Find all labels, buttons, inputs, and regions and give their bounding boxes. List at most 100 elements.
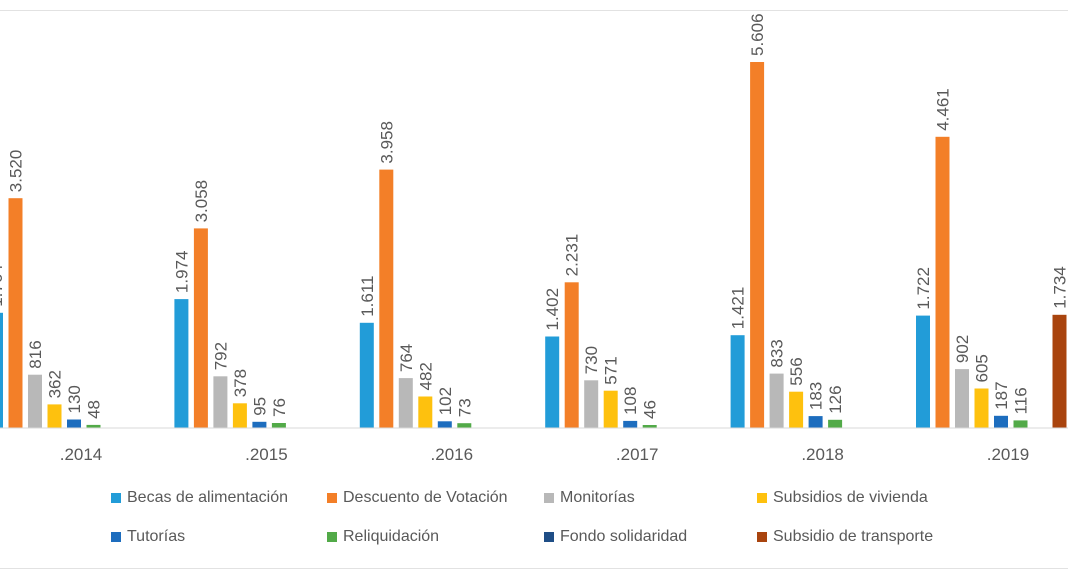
legend: Becas de alimentación Descuento de Votaci… — [0, 484, 1068, 564]
data-label: 187 — [992, 381, 1011, 409]
bar-2017-s4 — [623, 420, 638, 428]
data-label: 1.734 — [1051, 266, 1068, 309]
bar-2018-s2 — [769, 373, 784, 428]
x-tick-labels-layer: .2014 .2015 .2016 .2017 .2018 .2019 — [60, 445, 1030, 464]
bar-2015-s3 — [232, 403, 247, 428]
data-label: 102 — [436, 387, 455, 415]
data-label: 605 — [973, 354, 992, 382]
top-border — [0, 10, 1068, 11]
bar-2016-s0 — [359, 322, 374, 428]
legend-swatch — [111, 493, 121, 503]
data-label: 3.958 — [377, 121, 396, 164]
legend-label: Becas de alimentación — [127, 489, 288, 506]
data-label: 556 — [787, 357, 806, 385]
legend-swatch — [111, 532, 121, 542]
bar-2018-s3 — [789, 391, 804, 428]
bar-2016-s1 — [379, 169, 394, 428]
bar-2018-s0 — [730, 335, 745, 428]
data-label: 108 — [621, 387, 640, 415]
legend-item: Descuento de Votación — [327, 489, 508, 507]
bar-2016-s3 — [418, 396, 433, 428]
data-label: 183 — [807, 382, 826, 410]
data-label: 1.722 — [914, 267, 933, 310]
legend-label: Descuento de Votación — [343, 489, 508, 506]
bar-2014-s2 — [28, 374, 42, 428]
bar-2019-s1 — [935, 136, 950, 429]
bar-2019-s7 — [1052, 314, 1067, 428]
data-label: 764 — [397, 344, 416, 372]
bar-2014-s1 — [8, 198, 23, 428]
legend-swatch — [544, 532, 554, 542]
bar-2017-s5 — [642, 425, 657, 428]
data-label: 126 — [826, 385, 845, 413]
bar-2019-s3 — [974, 388, 989, 428]
bar-2017-s1 — [564, 282, 579, 428]
bar-2018-s5 — [828, 419, 843, 428]
data-label: 48 — [85, 400, 104, 419]
x-tick-label: .2015 — [245, 445, 288, 464]
legend-item: Subsidio de transporte — [757, 528, 933, 546]
data-label: 3.520 — [7, 150, 26, 193]
legend-label: Subsidios de vivienda — [773, 489, 928, 506]
bar-2019-s2 — [955, 369, 969, 428]
data-label: 362 — [46, 370, 65, 398]
x-tick-label: .2017 — [616, 445, 659, 464]
data-label: 116 — [1012, 387, 1031, 414]
data-label: 130 — [65, 385, 84, 413]
data-label: 482 — [416, 362, 435, 390]
bar-2015-s0 — [174, 299, 189, 428]
data-label: 833 — [768, 339, 787, 367]
legend-swatch — [327, 532, 337, 542]
data-label: 73 — [455, 398, 474, 417]
data-label: 2.231 — [563, 234, 582, 277]
data-label: 76 — [270, 398, 289, 417]
data-label: 730 — [582, 346, 601, 374]
bar-2019-s5 — [1013, 420, 1028, 428]
bar-2015-s1 — [193, 228, 208, 428]
bar-2018-s4 — [808, 416, 823, 428]
bar-2014-s4 — [67, 419, 81, 428]
bar-2017-s0 — [545, 336, 560, 428]
legend-swatch — [544, 493, 554, 503]
data-label: 1.611 — [358, 276, 377, 317]
data-label: 1.764 — [0, 264, 6, 307]
legend-swatch — [757, 493, 767, 503]
legend-item: Tutorías — [111, 528, 185, 546]
data-label: 95 — [250, 397, 269, 416]
legend-swatch — [327, 493, 337, 503]
data-label: 1.974 — [172, 251, 191, 294]
legend-item: Monitorías — [544, 489, 635, 507]
bar-2016-s4 — [437, 421, 452, 428]
data-label: 1.402 — [543, 288, 562, 331]
bar-2014-s0 — [0, 312, 3, 428]
bar-2014-s5 — [86, 424, 101, 428]
bar-2017-s2 — [584, 380, 599, 428]
x-tick-label: .2019 — [987, 445, 1030, 464]
legend-label: Reliquidación — [343, 528, 440, 545]
bars-layer — [0, 62, 1067, 429]
data-label: 378 — [231, 369, 250, 397]
x-tick-label: .2018 — [801, 445, 844, 464]
data-label: 4.461 — [934, 88, 953, 131]
data-label: 46 — [641, 400, 660, 419]
bar-2015-s5 — [271, 423, 286, 428]
bar-2014-s3 — [47, 404, 62, 428]
data-label: 5.606 — [748, 13, 767, 56]
data-label: 1.421 — [729, 287, 748, 330]
data-label: 3.058 — [192, 180, 211, 223]
bottom-border — [0, 568, 1068, 569]
legend-swatch — [757, 532, 767, 542]
data-label: 902 — [953, 335, 972, 363]
data-label: 792 — [211, 342, 230, 370]
legend-label: Subsidio de transporte — [773, 528, 934, 545]
x-tick-label: .2014 — [60, 445, 103, 464]
bar-2019-s4 — [994, 415, 1008, 428]
data-label: 816 — [26, 340, 45, 368]
legend-item: Fondo solidaridad — [544, 528, 687, 546]
legend-item: Becas de alimentación — [111, 489, 288, 507]
data-label: 571 — [602, 356, 621, 384]
bar-2017-s3 — [603, 390, 618, 428]
